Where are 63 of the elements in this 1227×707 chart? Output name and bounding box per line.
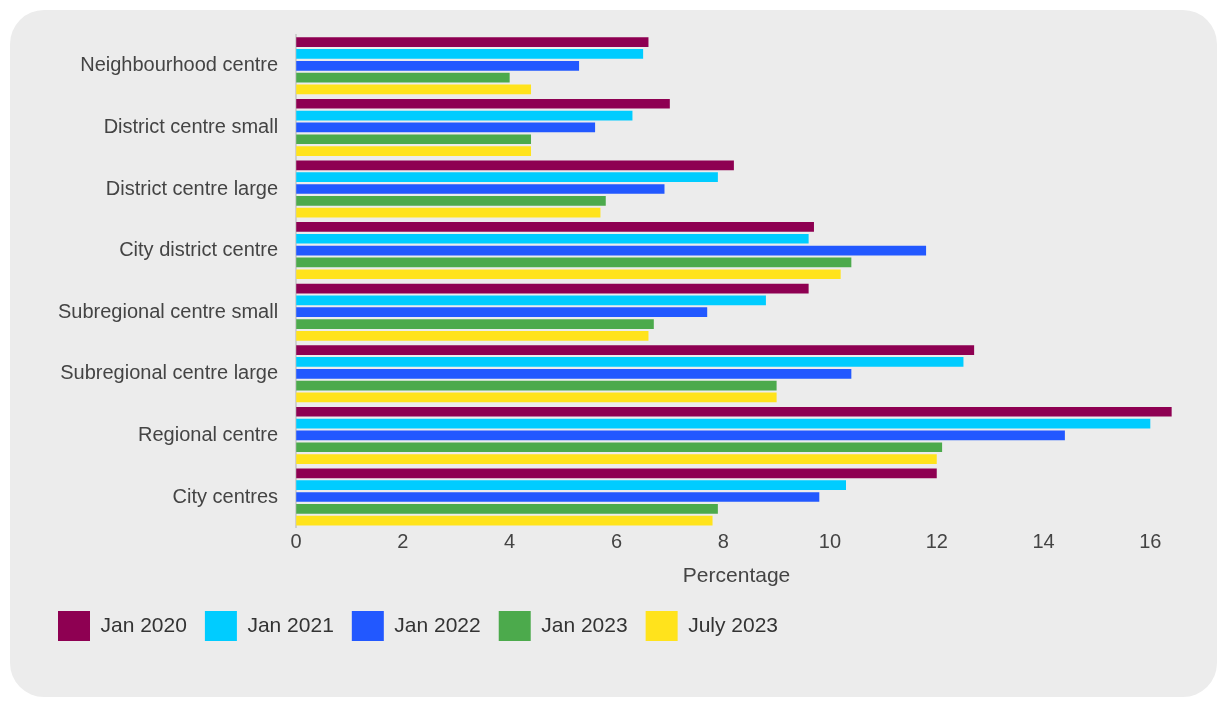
bar [296, 110, 633, 121]
bar [296, 37, 649, 47]
bar [296, 345, 975, 355]
bar [296, 122, 596, 133]
bar [296, 515, 713, 526]
bar [296, 442, 943, 453]
bar [296, 184, 665, 194]
bar [296, 392, 777, 403]
bar [296, 454, 937, 464]
x-tick-label: 4 [504, 530, 516, 553]
x-tick-label: 0 [290, 530, 302, 553]
x-tick-label: 8 [717, 530, 729, 553]
bar [296, 146, 532, 156]
x-tick-label: 12 [925, 530, 948, 553]
bar [296, 357, 964, 367]
bar [296, 295, 766, 306]
bar [296, 207, 601, 218]
legend-label: Jan 2023 [541, 612, 628, 636]
legend-label: Jan 2020 [100, 612, 187, 636]
bar [296, 307, 708, 318]
bar [296, 283, 809, 294]
x-tick-label: 16 [1139, 530, 1162, 553]
bar [296, 60, 580, 71]
y-tick-label: Subregional centre small [57, 299, 279, 322]
legend-label: July 2023 [688, 612, 779, 636]
bar [296, 319, 654, 329]
legend-label: Jan 2021 [247, 612, 334, 636]
bar [296, 160, 734, 171]
x-tick-label: 14 [1032, 530, 1055, 553]
legend-label: Jan 2022 [394, 612, 481, 636]
y-tick-label: Subregional centre large [60, 361, 279, 384]
bar [296, 269, 841, 280]
y-tick-label: City centres [172, 484, 279, 507]
bar [296, 233, 809, 244]
bar [296, 480, 846, 491]
x-tick-label: 10 [818, 530, 842, 553]
bar [296, 503, 718, 514]
bar [296, 430, 1065, 441]
y-tick-label: District centre small [103, 114, 279, 137]
y-tick-label: City district centre [119, 238, 279, 261]
bar [296, 368, 852, 379]
bar [296, 245, 927, 256]
x-tick-label: 2 [397, 530, 409, 553]
bar [296, 134, 532, 145]
bar [296, 492, 820, 502]
y-tick-label: Neighbourhood centre [80, 53, 279, 76]
bar [296, 195, 606, 206]
bar [296, 222, 814, 232]
bar [296, 257, 852, 268]
x-tick-label: 6 [610, 530, 622, 553]
bar [296, 418, 1151, 429]
bar [296, 331, 649, 341]
x-axis-title: Percentage [682, 563, 791, 587]
bar [296, 468, 937, 479]
bar [296, 380, 777, 391]
bar [296, 172, 718, 183]
bar [296, 98, 670, 109]
bar [296, 49, 644, 59]
bar [296, 72, 510, 83]
bar [296, 406, 1172, 417]
bar [296, 84, 532, 95]
y-tick-label: District centre large [105, 176, 279, 199]
y-tick-label: Regional centre [138, 422, 279, 445]
